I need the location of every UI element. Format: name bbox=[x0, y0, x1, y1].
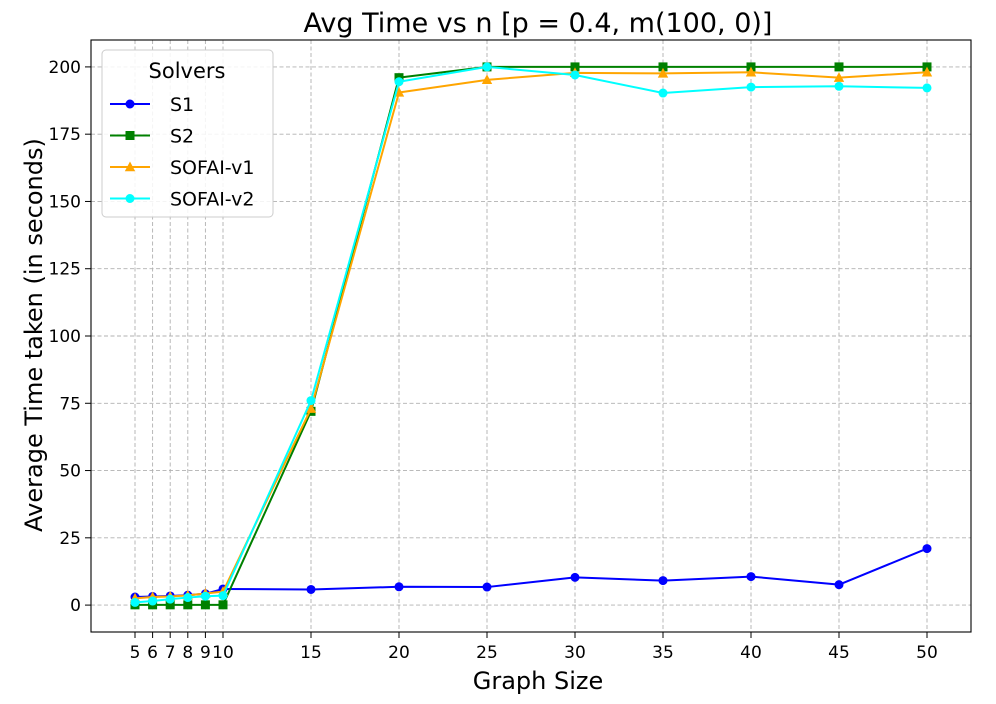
x-tick-label: 35 bbox=[652, 643, 674, 663]
y-tick-label: 150 bbox=[49, 192, 81, 212]
x-tick-label: 20 bbox=[388, 643, 410, 663]
data-point bbox=[922, 544, 932, 554]
x-tick-label: 25 bbox=[476, 643, 498, 663]
x-tick-label: 40 bbox=[740, 643, 762, 663]
x-axis: 5 6 7 8 9 10 15 20 25 30 35 40 45 50 bbox=[130, 632, 938, 663]
legend-marker bbox=[125, 99, 135, 109]
series-sofai-v2 bbox=[130, 62, 932, 607]
y-tick-label: 0 bbox=[70, 596, 81, 616]
data-point bbox=[183, 600, 193, 610]
legend-item: S2 bbox=[110, 126, 194, 148]
data-point bbox=[305, 403, 317, 413]
y-tick-label: 200 bbox=[49, 58, 81, 78]
data-point bbox=[834, 81, 844, 91]
data-point bbox=[394, 582, 404, 592]
legend-marker bbox=[125, 194, 135, 203]
data-point bbox=[482, 582, 492, 592]
x-tick-label: 7 bbox=[165, 643, 176, 663]
y-tick-label: 125 bbox=[49, 260, 81, 280]
y-axis-title: Average Time taken (in seconds) bbox=[20, 138, 48, 532]
data-point bbox=[306, 584, 316, 594]
data-point bbox=[745, 66, 757, 77]
data-point bbox=[658, 576, 668, 586]
x-tick-label: 50 bbox=[916, 643, 938, 663]
series-layer bbox=[129, 62, 933, 610]
data-point bbox=[658, 88, 668, 98]
data-point bbox=[921, 66, 933, 77]
x-axis-title: Graph Size bbox=[473, 667, 604, 695]
x-tick-label: 30 bbox=[564, 643, 586, 663]
x-tick-label: 5 bbox=[130, 643, 141, 663]
data-point bbox=[746, 82, 756, 92]
data-point bbox=[481, 74, 493, 85]
data-point bbox=[148, 596, 158, 606]
x-tick-label: 6 bbox=[147, 643, 158, 663]
legend: Solvers S1 S2 SOFAI-v1 SOFAI-v2 bbox=[101, 49, 274, 218]
data-point bbox=[922, 83, 932, 93]
data-point bbox=[834, 62, 844, 72]
data-point bbox=[394, 77, 404, 87]
data-point bbox=[165, 600, 175, 610]
y-tick-label: 75 bbox=[59, 394, 81, 414]
data-point bbox=[746, 572, 756, 582]
data-point bbox=[833, 72, 845, 82]
data-point bbox=[130, 597, 140, 607]
data-point bbox=[306, 396, 316, 406]
legend-label: SOFAI-v2 bbox=[170, 189, 254, 211]
legend-label: S2 bbox=[170, 126, 194, 148]
data-point bbox=[834, 580, 844, 590]
data-point bbox=[482, 62, 492, 72]
x-tick-label: 45 bbox=[828, 643, 850, 663]
data-point bbox=[570, 572, 580, 582]
chart-title: Avg Time vs n [p = 0.4, m(100, 0)] bbox=[304, 8, 773, 39]
y-tick-label: 50 bbox=[59, 462, 81, 482]
data-point bbox=[218, 600, 228, 610]
data-point bbox=[165, 594, 175, 604]
data-point bbox=[658, 62, 668, 72]
legend-item: S1 bbox=[110, 94, 194, 116]
legend-box bbox=[101, 49, 274, 218]
legend-item: SOFAI-v1 bbox=[110, 157, 254, 179]
x-tick-label: 8 bbox=[182, 643, 193, 663]
data-point bbox=[200, 600, 210, 610]
data-point bbox=[570, 62, 580, 72]
legend-label: SOFAI-v1 bbox=[170, 157, 254, 179]
y-axis: 0 25 50 75 100 125 150 175 200 bbox=[49, 58, 91, 616]
data-point bbox=[657, 67, 669, 78]
legend-marker bbox=[124, 161, 136, 172]
y-tick-label: 100 bbox=[49, 327, 81, 347]
data-point bbox=[200, 591, 210, 601]
legend-label: S1 bbox=[170, 94, 194, 116]
legend-title: Solvers bbox=[149, 59, 226, 83]
x-tick-label: 15 bbox=[300, 643, 322, 663]
series-s1 bbox=[130, 544, 932, 602]
x-tick-label: 10 bbox=[212, 643, 234, 663]
x-tick-label: 9 bbox=[200, 643, 211, 663]
data-point bbox=[218, 591, 228, 601]
data-point bbox=[183, 593, 193, 603]
y-tick-label: 175 bbox=[49, 125, 81, 145]
legend-item: SOFAI-v2 bbox=[110, 189, 254, 211]
data-point bbox=[570, 70, 580, 80]
legend-marker bbox=[125, 131, 135, 140]
y-tick-label: 25 bbox=[59, 529, 81, 549]
series-line bbox=[134, 547, 928, 599]
